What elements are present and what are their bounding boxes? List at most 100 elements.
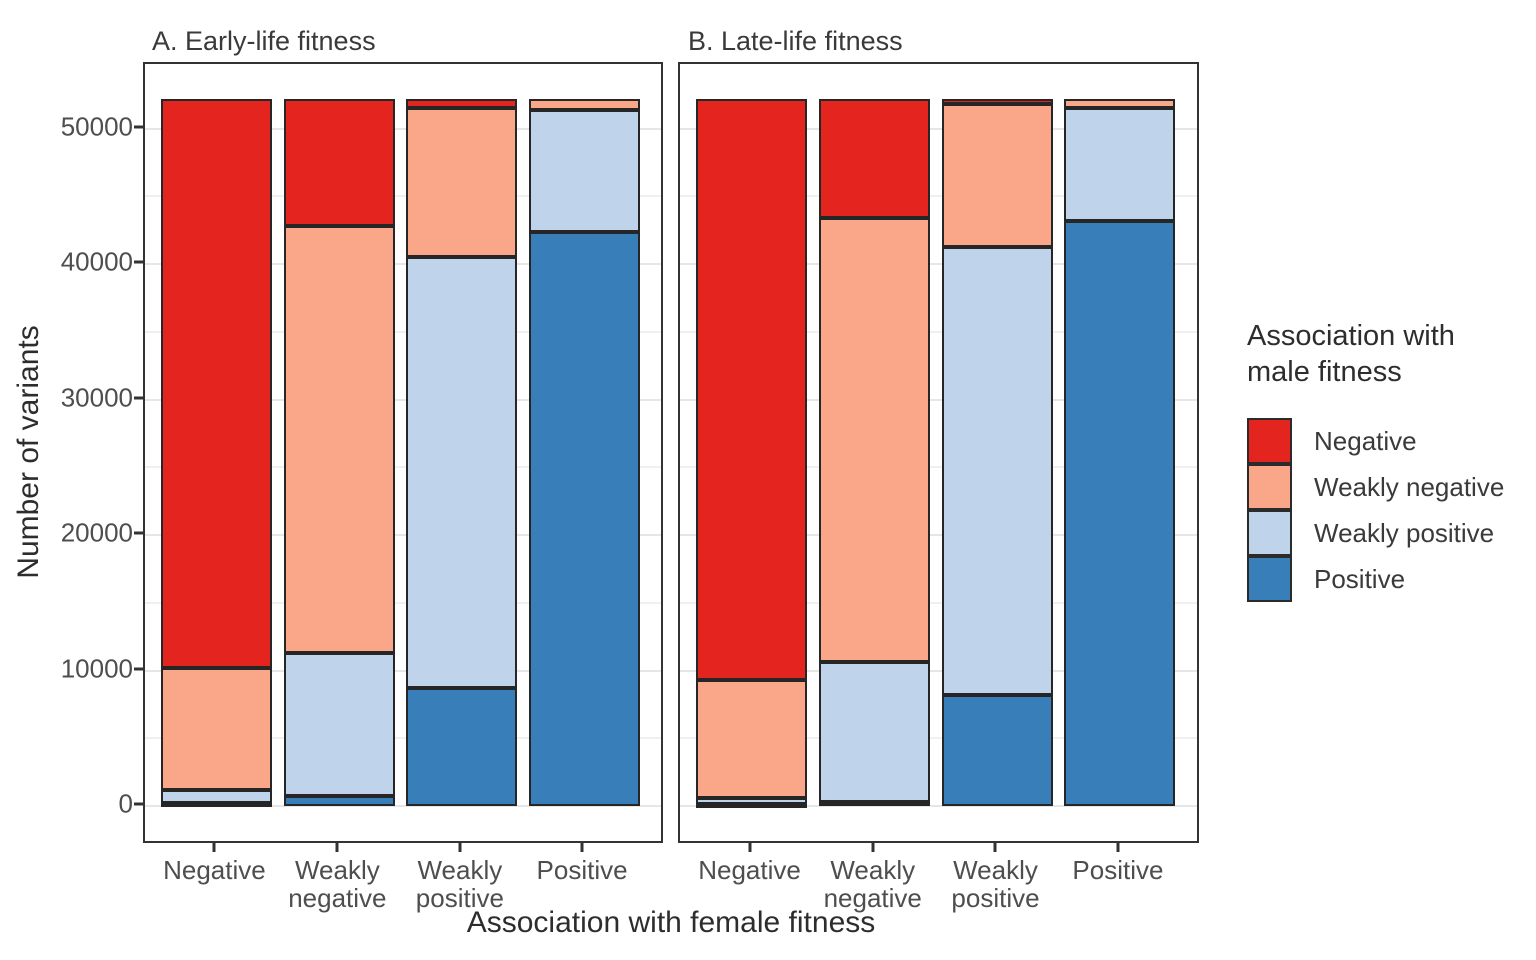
legend-label: Weakly positive [1314, 517, 1495, 548]
bar-segment-negative-weakly-negative [696, 680, 808, 798]
bar-segment-weakly-negative-weakly-negative [819, 218, 931, 663]
legend-title-line2: male fitness [1247, 356, 1402, 388]
bar-segment-positive-positive [1064, 220, 1176, 806]
bar-segment-positive-positive [528, 231, 640, 806]
legend-entry-positive: Positive [1247, 556, 1504, 602]
bar-segment-negative-negative [160, 98, 272, 668]
y-tick-label-50000: 50000 [60, 111, 133, 142]
bar-segment-weakly-positive-negative [406, 98, 518, 108]
bar-segment-weakly-positive-weakly-positive [941, 246, 1053, 695]
bar-segment-weakly-positive-weakly-negative [941, 103, 1053, 247]
gridline-major [145, 398, 661, 401]
gridline-minor [680, 466, 1197, 469]
gridline-major [680, 805, 1197, 807]
gridline-minor [145, 195, 661, 198]
gridline-minor [680, 601, 1197, 604]
x-tick-label-negative: Negative [698, 855, 801, 885]
bar-segment-negative-weakly-positive [160, 790, 272, 803]
x-tick-label-weakly-positive: Weakly positive [415, 855, 504, 913]
bar-segment-weakly-positive-positive [941, 694, 1053, 806]
y-tick-mark [134, 531, 143, 535]
bar-segment-weakly-negative-negative [819, 98, 931, 219]
x-tick-mark [458, 843, 462, 852]
gridline-major [145, 127, 661, 130]
x-tick-label-negative: Negative [163, 855, 266, 885]
gridline-major [680, 263, 1197, 266]
y-axis-title: Number of variants [12, 325, 45, 579]
bar-segment-weakly-negative-weakly-positive [283, 652, 395, 796]
gridline-major [680, 534, 1197, 537]
x-axis-title: Association with female fitness [466, 906, 876, 939]
panel-a-early-life-fitness [143, 62, 663, 843]
y-tick-mark [134, 125, 143, 129]
gridline-minor [680, 330, 1197, 333]
legend-key-swatch [1247, 510, 1292, 556]
bar-segment-positive-weakly-positive [1064, 108, 1176, 221]
bar-segment-weakly-negative-positive [283, 795, 395, 806]
x-tick-label-weakly-positive: Weakly positive [951, 855, 1040, 913]
bar-segment-negative-weakly-positive [696, 797, 808, 804]
y-tick-mark [134, 396, 143, 400]
gridline-minor [145, 737, 661, 740]
y-tick-label-20000: 20000 [60, 517, 133, 548]
legend-entries: Negative Weakly negative Weakly positive Po… [1247, 418, 1504, 602]
legend-label: Weakly negative [1314, 471, 1505, 502]
bar-segment-negative-weakly-negative [160, 667, 272, 791]
legend-label: Positive [1314, 563, 1406, 594]
panel-a-title: A. Early-life fitness [152, 26, 376, 56]
legend-entry-negative: Negative [1247, 418, 1504, 464]
x-tick-mark [580, 843, 584, 852]
bar-segment-negative-negative [696, 98, 808, 681]
legend-key-swatch [1247, 464, 1292, 510]
gridline-minor [680, 195, 1197, 198]
x-tick-label-positive: Positive [1072, 855, 1164, 885]
legend-title: Association with male fitness [1247, 318, 1504, 390]
legend-label: Negative [1314, 425, 1417, 456]
gridline-major [145, 534, 661, 537]
gridline-major [145, 669, 661, 672]
x-tick-label-weakly-negative: Weakly negative [288, 855, 387, 913]
gridline-minor [680, 737, 1197, 740]
gridline-major [680, 398, 1197, 401]
bar-segment-weakly-positive-negative [941, 98, 1053, 104]
x-tick-mark [993, 843, 997, 852]
x-tick-mark [871, 843, 875, 852]
bar-segment-weakly-negative-weakly-positive [819, 662, 931, 802]
legend-title-line1: Association with [1247, 320, 1455, 352]
x-tick-mark [1116, 843, 1120, 852]
y-tick-label-30000: 30000 [60, 382, 133, 413]
bar-segment-positive-weakly-negative [1064, 98, 1176, 109]
gridline-minor [145, 330, 661, 333]
bar-segment-positive-weakly-positive [528, 110, 640, 232]
bar-segment-weakly-negative-negative [283, 98, 395, 227]
gridline-minor [145, 466, 661, 469]
bar-segment-weakly-positive-weakly-positive [406, 257, 518, 689]
y-tick-label-0: 0 [118, 788, 133, 819]
bar-segment-negative-positive [696, 803, 808, 808]
panel-b-title: B. Late-life fitness [688, 26, 903, 56]
x-tick-mark [212, 843, 216, 852]
gridline-major [145, 263, 661, 266]
y-tick-mark [134, 802, 143, 806]
legend: Association with male fitness Negative We… [1247, 318, 1504, 602]
x-tick-label-positive: Positive [536, 855, 628, 885]
bar-segment-weakly-negative-weakly-negative [283, 226, 395, 653]
bar-segment-negative-positive [160, 802, 272, 807]
x-tick-mark [335, 843, 339, 852]
y-tick-label-40000: 40000 [60, 246, 133, 277]
panel-b-late-life-fitness [678, 62, 1199, 843]
x-tick-mark [748, 843, 752, 852]
gridline-minor [145, 601, 661, 604]
y-tick-mark [134, 260, 143, 264]
gridline-major [145, 805, 661, 807]
bar-segment-positive-weakly-negative [528, 98, 640, 111]
bar-segment-weakly-negative-positive [819, 801, 931, 806]
legend-key-swatch [1247, 418, 1292, 464]
legend-entry-weakly-positive: Weakly positive [1247, 510, 1504, 556]
legend-key-swatch [1247, 556, 1292, 602]
bar-segment-weakly-positive-weakly-negative [406, 107, 518, 258]
y-tick-label-10000: 10000 [60, 653, 133, 684]
gridline-major [680, 127, 1197, 130]
bar-segment-weakly-positive-positive [406, 688, 518, 806]
